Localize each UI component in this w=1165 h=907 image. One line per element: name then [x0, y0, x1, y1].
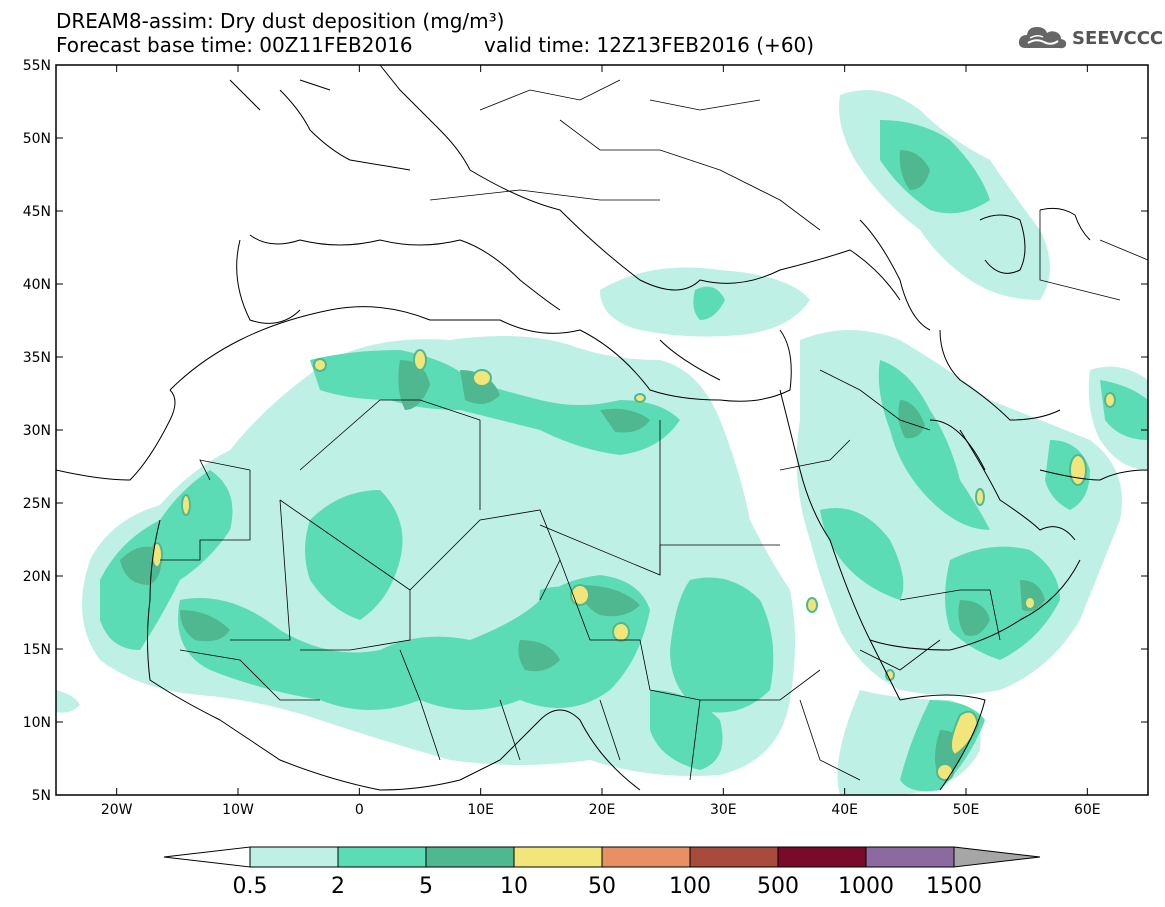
coastlines	[56, 65, 1148, 791]
lat-label: 50N	[23, 131, 51, 147]
lon-label: 20W	[101, 802, 133, 818]
latitude-axis: 55N 50N 45N 40N 35N 30N 25N 20N 15N 10N 5N	[23, 58, 1148, 804]
lat-label: 40N	[23, 277, 51, 293]
legend-label: 10	[500, 874, 528, 899]
lon-label: 0	[355, 802, 364, 818]
dust-band-5	[120, 150, 1045, 780]
lon-label: 50E	[953, 802, 980, 818]
color-legend: 0.5 2 5 10 50 100 500 1000 1500	[163, 846, 1041, 899]
seevccc-logo: SEEVCCC	[1018, 24, 1163, 52]
legend-swatch	[689, 846, 779, 868]
legend-swatch	[249, 846, 339, 868]
cloud-icon	[1018, 27, 1067, 49]
lat-label: 5N	[32, 788, 51, 804]
forecast-base-time: Forecast base time: 00Z11FEB2016	[56, 33, 413, 57]
dust-field	[56, 65, 1148, 795]
lat-label: 15N	[23, 642, 51, 658]
legend-label: 50	[588, 874, 616, 899]
legend-swatch	[865, 846, 955, 868]
logo-text: SEEVCCC	[1072, 27, 1164, 49]
lat-label: 25N	[23, 496, 51, 512]
legend-label: 1000	[838, 874, 894, 899]
country-borders	[160, 79, 1148, 781]
lat-label: 20N	[23, 569, 51, 585]
legend-swatch	[513, 846, 603, 868]
legend-label: 1500	[926, 874, 982, 899]
legend-label: 500	[757, 874, 799, 899]
lat-label: 10N	[23, 715, 51, 731]
lon-label: 40E	[831, 802, 858, 818]
legend-label: 0.5	[233, 874, 268, 899]
legend-high-arrow	[953, 846, 1041, 868]
lon-label: 10W	[222, 802, 254, 818]
lat-label: 35N	[23, 350, 51, 366]
lon-label: 20E	[589, 802, 616, 818]
legend-label: 100	[669, 874, 711, 899]
longitude-axis: 20W 10W 0 10E 20E 30E 40E 50E 60E	[101, 65, 1101, 818]
lon-label: 60E	[1074, 802, 1101, 818]
lon-label: 30E	[710, 802, 737, 818]
legend-label: 2	[331, 874, 345, 899]
legend-low-arrow	[163, 846, 251, 868]
lat-label: 55N	[23, 58, 51, 74]
legend-swatch	[337, 846, 427, 868]
map-title: DREAM8-assim: Dry dust deposition (mg/m³…	[56, 9, 505, 33]
legend-swatch	[601, 846, 691, 868]
legend-label: 5	[419, 874, 433, 899]
legend-swatch	[425, 846, 515, 868]
lat-label: 30N	[23, 423, 51, 439]
valid-time: valid time: 12Z13FEB2016 (+60)	[484, 33, 815, 57]
lat-label: 45N	[23, 204, 51, 220]
lon-label: 10E	[467, 802, 494, 818]
legend-swatch	[777, 846, 867, 868]
